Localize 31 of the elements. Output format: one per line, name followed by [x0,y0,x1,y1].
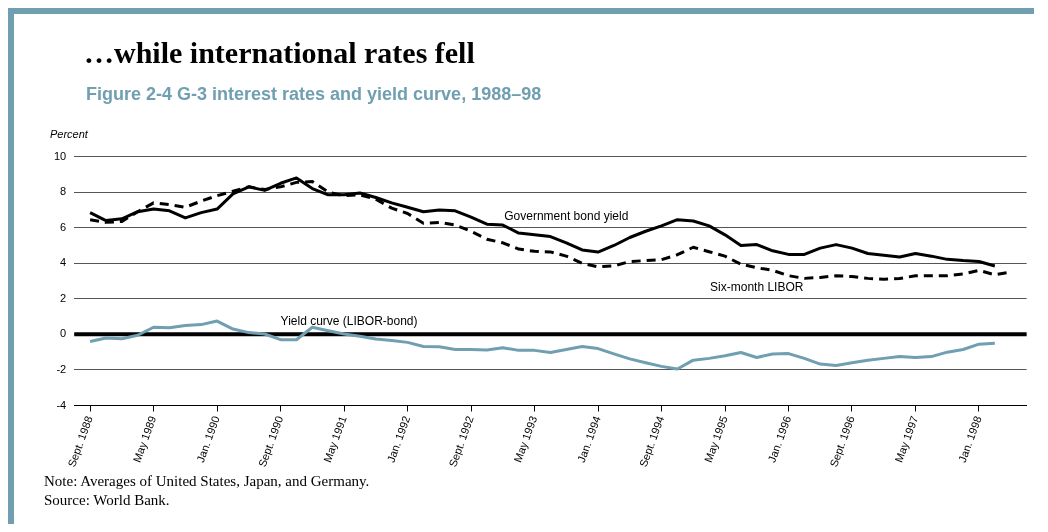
y-tick-label: 8 [60,185,67,198]
y-tick-label: -4 [56,398,67,411]
y-tick-label: -2 [56,362,67,375]
y-axis-title: Percent [50,128,88,140]
x-tick-label: Jan. 1998 [955,414,984,464]
x-tick-label: May 1991 [321,414,349,464]
x-tick-label: Jan. 1992 [384,414,413,464]
y-tick-label: 4 [60,256,67,269]
chart-subtitle: Figure 2-4 G-3 interest rates and yield curve, 1988–98 [86,84,542,105]
chart-title: …while international rates fell [84,36,475,70]
y-tick-label: 2 [60,291,67,304]
y-tick-label: 6 [60,220,67,233]
x-tick-label: May 1995 [701,414,730,464]
x-tick-label: Jan. 1990 [194,414,222,464]
text: Note: Averages of United States, Japan, and Germany. [44,472,370,491]
series-label: Yield curve (LIBOR-bond) [280,314,418,329]
x-tick-label: Sept. 1988 [65,414,95,469]
x-tick-label: May 1989 [130,414,159,464]
x-tick-label: Jan. 1996 [765,414,794,464]
y-tick-label: 0 [60,327,67,340]
x-tick-label: Sept. 1994 [636,414,667,469]
x-tick-label: May 1997 [892,414,921,464]
y-tick-label: 10 [53,149,67,162]
x-tick-label: Jan. 1994 [574,414,603,464]
x-tick-label: May 1993 [511,414,540,464]
series-label: Six-month LIBOR [710,280,804,295]
x-tick-label: Sept. 1992 [446,414,476,469]
source-note: Source: World Bank. [44,491,171,510]
x-tick-label: Sept. 1990 [255,414,286,469]
x-tick-label: Sept. 1996 [827,414,857,469]
series-label: Government bond yield [504,209,629,224]
